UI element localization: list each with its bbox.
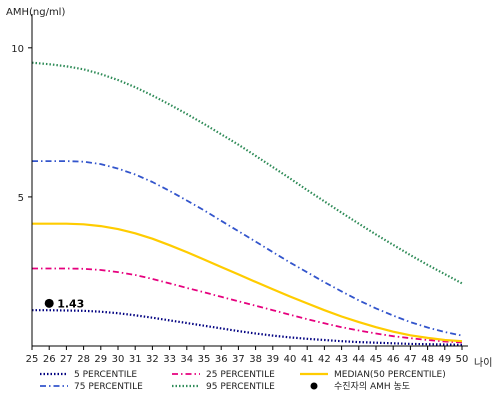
x-tick-label-22: 47	[404, 354, 417, 365]
x-tick-label-20: 45	[370, 354, 383, 365]
x-tick-label-1: 26	[43, 354, 56, 365]
x-tick-label-3: 28	[77, 354, 90, 365]
x-tick-label-17: 42	[318, 354, 331, 365]
y-axis-title: AMH(ng/ml)	[6, 7, 65, 18]
legend-label-0-2: MEDIAN(50 PERCENTILE)	[334, 370, 446, 380]
x-tick-label-8: 33	[163, 354, 176, 365]
x-tick-label-2: 27	[60, 354, 73, 365]
x-tick-label-12: 37	[232, 354, 245, 365]
x-tick-label-9: 34	[180, 354, 193, 365]
x-tick-label-16: 41	[301, 354, 314, 365]
x-tick-label-0: 25	[26, 354, 39, 365]
legend-label-0-1: 25 PERCENTILE	[206, 370, 275, 380]
x-tick-label-24: 49	[438, 354, 451, 365]
x-tick-label-5: 30	[112, 354, 125, 365]
legend-label-1-2: 수진자의 AMH 농도	[334, 381, 410, 392]
y-tick-label-1: 10	[11, 44, 24, 55]
plot-area: 1.43	[31, 61, 463, 346]
x-tick-label-14: 39	[266, 354, 279, 365]
series-line-0	[32, 309, 463, 346]
y-tick-label-0: 5	[18, 193, 24, 204]
x-tick-label-15: 40	[284, 354, 297, 365]
x-tick-label-23: 48	[421, 354, 434, 365]
series-line-3	[32, 160, 463, 337]
x-tick-label-19: 44	[352, 354, 365, 365]
x-axis-title: 나이	[474, 357, 492, 369]
legend-marker-swatch	[310, 382, 318, 390]
axes: 5 10 25 26 27 28 29 30 31 32 33 34 35 36 37 38 39 40 41 42 4…	[11, 14, 468, 365]
x-tick-label-10: 35	[198, 354, 211, 365]
marker-value-label: 1.43	[57, 297, 84, 310]
series-line-4	[31, 61, 463, 285]
x-tick-label-25: 50	[456, 354, 469, 365]
x-tick-label-7: 32	[146, 354, 159, 365]
legend-label-1-0: 75 PERCENTILE	[74, 382, 143, 392]
legend-label-0-0: 5 PERCENTILE	[74, 370, 137, 380]
x-tick-label-21: 46	[387, 354, 400, 365]
x-tick-label-13: 38	[249, 354, 262, 365]
marker-point	[44, 298, 54, 308]
x-tick-label-4: 29	[94, 354, 107, 365]
series-line-1	[32, 267, 463, 344]
x-tick-label-18: 43	[335, 354, 348, 365]
x-tick-label-11: 36	[215, 354, 228, 365]
series-line-2	[32, 222, 463, 343]
legend: 5 PERCENTILE 25 PERCENTILE MEDIAN(50 PERCE…	[40, 370, 446, 392]
legend-label-1-1: 95 PERCENTILE	[206, 382, 275, 392]
x-tick-label-6: 31	[129, 354, 142, 365]
